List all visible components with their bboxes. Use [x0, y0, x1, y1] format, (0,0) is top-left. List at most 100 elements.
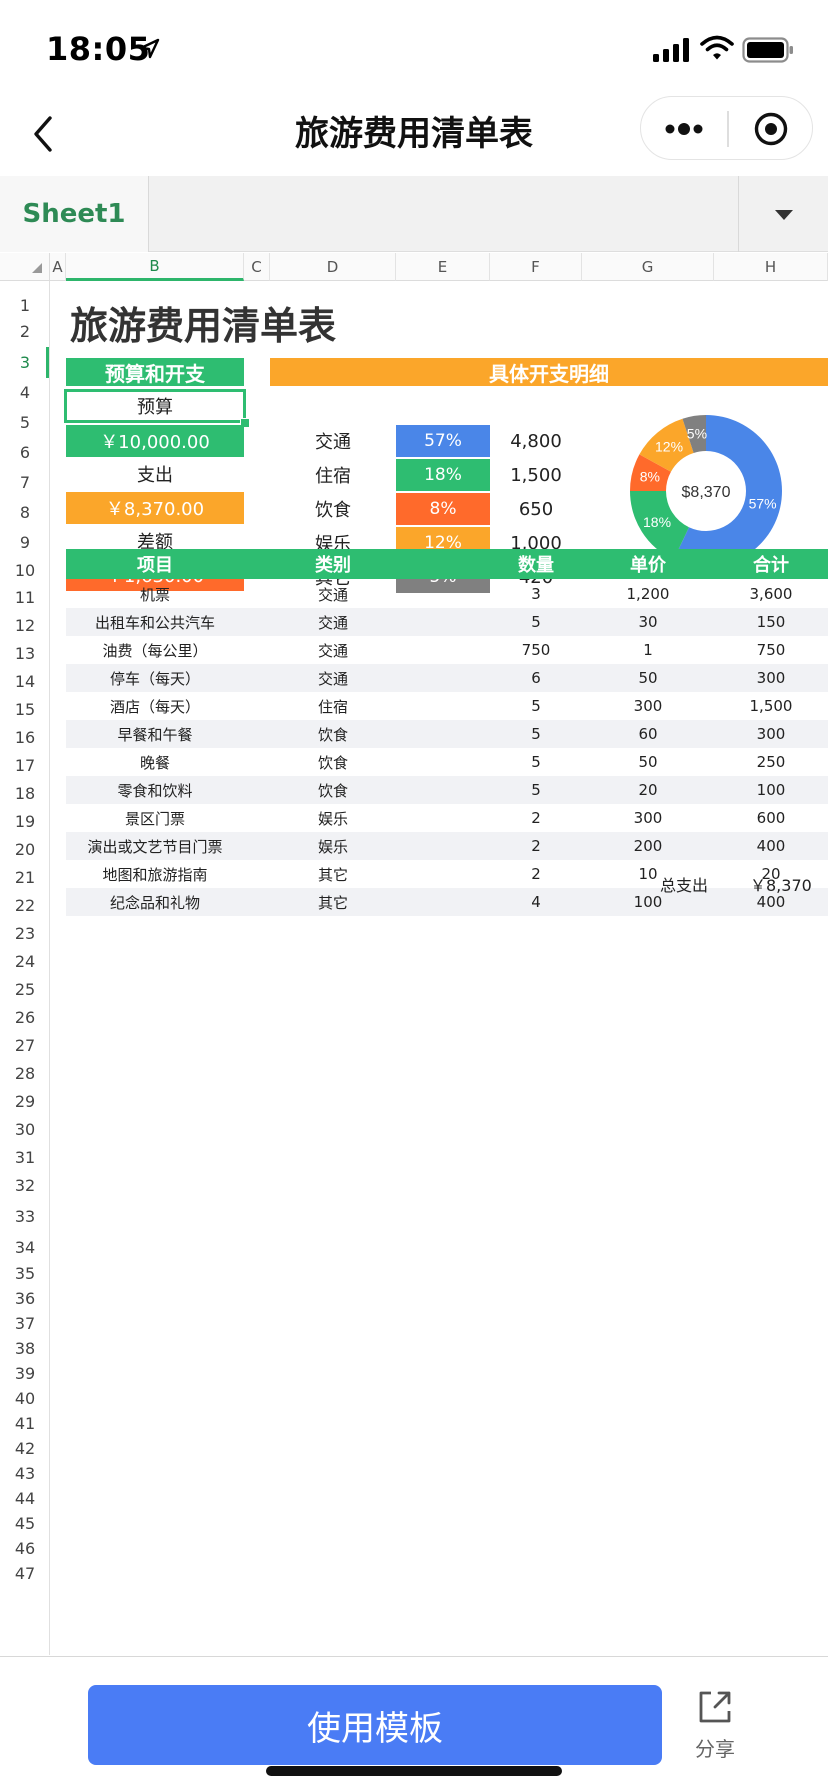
use-template-button[interactable]: 使用模板	[88, 1685, 662, 1765]
row-header-16[interactable]: 16	[14, 728, 36, 747]
breakdown-amount[interactable]: 4,800	[510, 430, 562, 452]
more-dots-icon[interactable]	[663, 117, 705, 141]
row-header-40[interactable]: 40	[14, 1389, 36, 1408]
cell-total[interactable]: 400	[756, 837, 786, 855]
row-header-24[interactable]: 24	[14, 952, 36, 971]
total-expense-value[interactable]: ￥8,370	[750, 876, 812, 895]
cell-item[interactable]: 机票	[139, 585, 170, 604]
column-header-h[interactable]: H	[714, 253, 828, 281]
row-header-41[interactable]: 41	[14, 1414, 36, 1433]
row-header-30[interactable]: 30	[14, 1120, 36, 1139]
expense-donut-chart[interactable]: 57% 18% 8% 12%5% $8,370	[626, 411, 786, 571]
cell-unit-price[interactable]: 50	[638, 753, 658, 771]
cell-unit-price[interactable]: 1	[643, 641, 653, 659]
donut-slice[interactable]	[639, 418, 694, 472]
total-expense-label[interactable]: 总支出	[660, 876, 709, 895]
share-button[interactable]: 分享	[688, 1687, 742, 1762]
cell-unit-price[interactable]: 1,200	[626, 585, 670, 603]
cell-unit-price[interactable]: 50	[638, 669, 658, 687]
column-header-g[interactable]: G	[582, 253, 714, 281]
row-header-21[interactable]: 21	[14, 868, 36, 887]
expense-value[interactable]: ￥8,370.00	[66, 492, 244, 524]
cell-quantity[interactable]: 5	[531, 753, 541, 771]
cell-category[interactable]: 交通	[317, 641, 348, 660]
cell-total[interactable]: 20	[761, 865, 781, 883]
row-header-9[interactable]: 9	[19, 533, 31, 552]
cell-category[interactable]: 交通	[317, 613, 348, 632]
row-header-20[interactable]: 20	[14, 840, 36, 859]
cell-total[interactable]: 750	[756, 641, 786, 659]
back-arrow-icon[interactable]	[28, 110, 60, 158]
cell-unit-price[interactable]: 10	[638, 865, 658, 883]
row-header-2[interactable]: 2	[19, 322, 31, 341]
row-header-7[interactable]: 7	[19, 473, 31, 492]
cell-item[interactable]: 纪念品和礼物	[109, 893, 200, 912]
row-header-23[interactable]: 23	[14, 924, 36, 943]
cell-unit-price[interactable]: 30	[638, 613, 658, 631]
column-header-e[interactable]: E	[396, 253, 490, 281]
cell-quantity[interactable]: 5	[531, 613, 541, 631]
table-header-item[interactable]: 项目	[137, 555, 173, 576]
cell-quantity[interactable]: 3	[531, 585, 541, 603]
row-header-3[interactable]: 3	[19, 353, 31, 372]
row-header-17[interactable]: 17	[14, 756, 36, 775]
cell-category[interactable]: 其它	[317, 893, 348, 912]
row-header-47[interactable]: 47	[14, 1564, 36, 1583]
table-header-unit-price[interactable]: 单价	[630, 555, 666, 576]
cell-category[interactable]: 交通	[317, 669, 348, 688]
row-header-27[interactable]: 27	[14, 1036, 36, 1055]
cell-unit-price[interactable]: 300	[633, 809, 663, 827]
cell-category[interactable]: 饮食	[317, 781, 348, 800]
row-header-26[interactable]: 26	[14, 1008, 36, 1027]
row-header-38[interactable]: 38	[14, 1339, 36, 1358]
row-header-44[interactable]: 44	[14, 1489, 36, 1508]
row-header-13[interactable]: 13	[14, 644, 36, 663]
cell-item[interactable]: 零食和饮料	[117, 781, 193, 800]
donut-slice[interactable]	[682, 415, 706, 453]
cell-total[interactable]: 150	[756, 613, 786, 631]
cell-unit-price[interactable]: 60	[638, 725, 658, 743]
column-header-d[interactable]: D	[270, 253, 396, 281]
row-header-32[interactable]: 32	[14, 1176, 36, 1195]
row-header-18[interactable]: 18	[14, 784, 36, 803]
cell-item[interactable]: 早餐和午餐	[117, 725, 193, 744]
breakdown-amount[interactable]: 1,000	[510, 532, 562, 554]
row-header-25[interactable]: 25	[14, 980, 36, 999]
breakdown-amount[interactable]: 1,500	[510, 464, 562, 486]
budget-label-cell[interactable]: 预算	[64, 389, 246, 423]
row-header-31[interactable]: 31	[14, 1148, 36, 1167]
cell-quantity[interactable]: 5	[531, 781, 541, 799]
row-header-12[interactable]: 12	[14, 616, 36, 635]
column-header-a[interactable]: A	[50, 253, 66, 281]
column-header-c[interactable]: C	[244, 253, 270, 281]
row-header-39[interactable]: 39	[14, 1364, 36, 1383]
cell-total[interactable]: 250	[756, 753, 786, 771]
row-header-10[interactable]: 10	[14, 561, 36, 580]
breakdown-percent[interactable]: 18%	[396, 459, 490, 491]
spreadsheet-grid[interactable]: A B C D E F G H 1 2 3 4 5 6 7 8 9 10 11 12 13 14 15 16 1…	[0, 253, 828, 1655]
cell-quantity[interactable]: 4	[531, 893, 541, 911]
expense-label[interactable]: 支出	[137, 465, 173, 486]
cell-item[interactable]: 地图和旅游指南	[102, 865, 208, 884]
cell-unit-price[interactable]: 100	[633, 893, 663, 911]
cell-quantity[interactable]: 2	[531, 865, 541, 883]
cell-total[interactable]: 3,600	[749, 585, 793, 603]
close-target-icon[interactable]	[753, 111, 789, 147]
select-all-corner[interactable]	[0, 253, 50, 281]
cell-category[interactable]: 其它	[317, 865, 348, 884]
breakdown-percent[interactable]: 57%	[396, 425, 490, 457]
row-header-36[interactable]: 36	[14, 1289, 36, 1308]
cell-unit-price[interactable]: 300	[633, 697, 663, 715]
column-header-f[interactable]: F	[490, 253, 582, 281]
sheet-tab-sheet1[interactable]: Sheet1	[0, 176, 149, 252]
sheet-title[interactable]: 旅游费用清单表	[70, 304, 337, 348]
donut-slice[interactable]	[673, 415, 782, 567]
cell-quantity[interactable]: 750	[521, 641, 551, 659]
row-header-45[interactable]: 45	[14, 1514, 36, 1533]
budget-header[interactable]: 预算和开支	[66, 358, 244, 386]
breakdown-amount[interactable]: 650	[518, 498, 554, 520]
cell-total[interactable]: 600	[756, 809, 786, 827]
cell-category[interactable]: 娱乐	[317, 837, 348, 856]
cell-total[interactable]: 100	[756, 781, 786, 799]
cell-quantity[interactable]: 5	[531, 725, 541, 743]
